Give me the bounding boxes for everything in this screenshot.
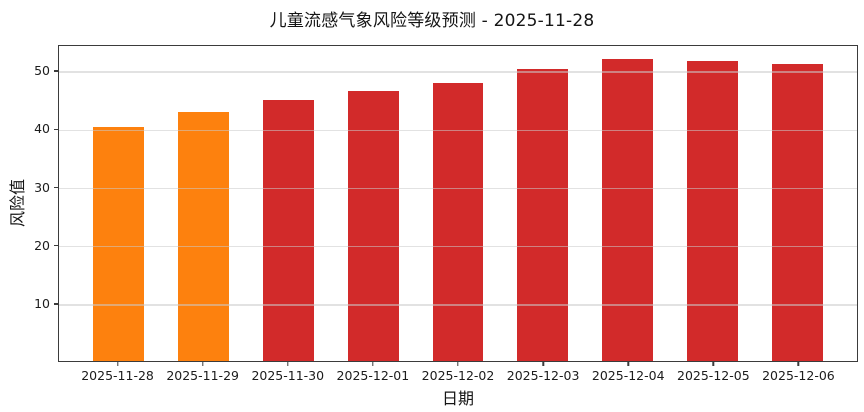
x-tick-label: 2025-12-02: [421, 368, 495, 383]
x-tick-label: 2025-12-05: [677, 368, 750, 383]
x-tick-label: 2025-11-29: [166, 368, 239, 383]
bar-slot: [416, 46, 501, 361]
bar-2025-12-04: [602, 59, 654, 361]
bar-2025-11-30: [262, 99, 314, 361]
y-tick-label: 30: [34, 179, 50, 195]
bar-slot: [670, 46, 755, 361]
bars-layer: [59, 46, 857, 361]
bar-2025-12-03: [517, 69, 569, 361]
bar-2025-11-29: [177, 112, 229, 361]
y-tick-label: 40: [34, 121, 50, 137]
x-tick-label: 2025-12-03: [506, 368, 580, 383]
chart-title: 儿童流感气象风险等级预测 - 2025-11-28: [269, 11, 595, 31]
x-tick-label: 2025-12-06: [762, 368, 835, 383]
x-tick-label: 2025-12-01: [336, 368, 410, 383]
y-tick-mark: [53, 303, 58, 305]
y-tick-label: 10: [34, 295, 50, 311]
bar-2025-12-01: [347, 90, 399, 361]
bar-slot: [161, 46, 246, 361]
y-tick-label: 50: [34, 63, 50, 79]
x-tick-mark: [797, 362, 800, 366]
bar-2025-11-28: [92, 126, 144, 361]
x-tick-mark: [201, 362, 204, 366]
x-tick-label: 2025-11-28: [81, 368, 154, 383]
plot-area: [58, 45, 858, 362]
y-tick-mark: [53, 244, 58, 247]
bar-slot: [585, 46, 670, 361]
bar-2025-12-06: [772, 63, 824, 361]
bar-2025-12-05: [687, 61, 739, 361]
bar-slot: [246, 46, 331, 361]
x-tick-mark: [287, 362, 289, 366]
bar-slot: [76, 46, 161, 361]
x-tick-mark: [457, 362, 459, 366]
x-tick-mark: [542, 362, 544, 366]
x-tick-mark: [712, 362, 715, 366]
bar-slot: [331, 46, 416, 361]
x-axis-label: 日期: [441, 389, 474, 408]
bar-2025-12-02: [432, 83, 484, 361]
y-tick-mark: [53, 186, 58, 189]
x-tick-label: 2025-11-30: [251, 368, 325, 383]
x-tick-label: 2025-12-04: [591, 368, 665, 383]
x-tick-mark: [627, 362, 629, 366]
x-tick-mark: [116, 362, 119, 366]
y-tick-mark: [53, 70, 58, 72]
x-tick-mark: [372, 362, 374, 366]
y-tick-mark: [53, 128, 58, 131]
bar-slot: [755, 46, 840, 361]
bar-slot: [500, 46, 585, 361]
y-tick-label: 20: [34, 237, 50, 253]
